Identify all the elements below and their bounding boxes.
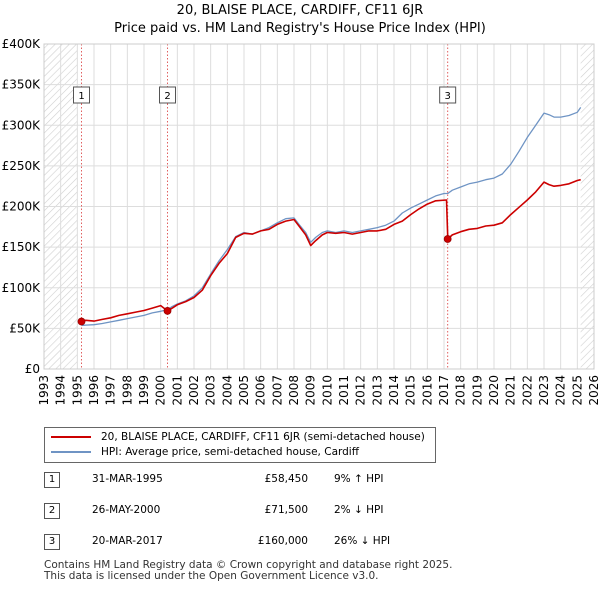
legend-label-property: 20, BLAISE PLACE, CARDIFF, CF11 6JR (sem… — [101, 431, 425, 443]
x-tick-label: 2017 — [437, 375, 451, 406]
x-tick-label: 2026 — [587, 375, 600, 406]
x-tick-label: 2005 — [237, 375, 251, 406]
sale-marker-box — [439, 86, 457, 104]
y-tick-label: £150K — [2, 240, 42, 254]
y-tick-label: £50K — [9, 321, 41, 335]
sale-marker-label: 3 — [444, 91, 450, 102]
x-tick-label: 2023 — [537, 375, 551, 406]
x-tick-label: 1996 — [87, 375, 101, 406]
y-tick-label: £350K — [2, 78, 42, 92]
hpi-line — [81, 107, 582, 327]
x-tick-label: 2001 — [170, 375, 184, 406]
x-tick-label: 1993 — [37, 375, 51, 406]
sale-date: 20-MAR-2017 — [92, 535, 163, 547]
sale-price: £71,500 — [264, 504, 308, 516]
plot-frame — [43, 43, 595, 370]
x-tick-label: 2011 — [337, 375, 351, 406]
x-tick-label: 1998 — [120, 375, 134, 406]
legend-swatch-red — [51, 436, 91, 438]
x-tick-label: 2014 — [387, 375, 401, 406]
x-tick-label: 2022 — [520, 375, 534, 406]
x-tick-label: 2002 — [187, 375, 201, 406]
x-tick-label: 2013 — [370, 375, 384, 406]
price-paid-line — [81, 178, 581, 323]
sale-number-badge: 3 — [44, 534, 60, 550]
sale-point — [443, 235, 452, 243]
x-tick-label: 2000 — [154, 375, 168, 406]
x-tick-label: 2020 — [487, 375, 501, 406]
sale-point — [77, 317, 86, 326]
y-tick-label: £0 — [25, 362, 40, 376]
legend-swatch-blue — [51, 451, 91, 453]
sale-price: £58,450 — [264, 473, 308, 485]
sale-marker-box — [159, 86, 176, 104]
x-tick-label: 1994 — [54, 375, 68, 406]
x-tick-label: 2008 — [287, 375, 301, 406]
x-tick-label: 1999 — [137, 375, 151, 406]
x-tick-label: 2024 — [554, 375, 568, 406]
x-tick-label: 2010 — [320, 375, 334, 406]
x-tick-label: 2018 — [454, 375, 468, 406]
y-tick-label: £200K — [2, 200, 42, 214]
sale-marker-label: 2 — [164, 91, 170, 102]
chart-legend: 20, BLAISE PLACE, CARDIFF, CF11 6JR (sem… — [44, 427, 436, 463]
sale-date: 31-MAR-1995 — [92, 473, 163, 485]
x-tick-label: 2009 — [304, 375, 318, 406]
x-tick-label: 2003 — [204, 375, 218, 406]
sale-date: 26-MAY-2000 — [92, 504, 161, 516]
sale-number-badge: 1 — [44, 472, 60, 488]
x-tick-label: 2006 — [254, 375, 268, 406]
x-tick-label: 2016 — [420, 375, 434, 406]
x-tick-label: 2007 — [270, 375, 284, 406]
sale-number-badge: 2 — [44, 503, 60, 519]
legend-item-property: 20, BLAISE PLACE, CARDIFF, CF11 6JR (sem… — [51, 430, 425, 444]
y-tick-label: £400K — [2, 37, 42, 51]
legend-label-hpi: HPI: Average price, semi-detached house,… — [101, 446, 359, 458]
sale-marker-box — [73, 86, 90, 104]
sale-hpi-diff: 26% ↓ HPI — [334, 535, 391, 547]
sale-point — [163, 307, 172, 315]
footer-licence: This data is licensed under the Open Gov… — [44, 570, 379, 582]
x-tick-label: 1995 — [70, 375, 84, 406]
x-tick-label: 2012 — [354, 375, 368, 406]
footer-copyright: Contains HM Land Registry data © Crown c… — [44, 559, 453, 571]
x-tick-label: 2021 — [504, 375, 518, 406]
chart-subtitle: Price paid vs. HM Land Registry's House … — [114, 21, 486, 36]
sale-hpi-diff: 9% ↑ HPI — [334, 473, 384, 485]
x-tick-label: 1997 — [104, 375, 118, 406]
y-tick-label: £100K — [2, 281, 42, 295]
x-tick-label: 2004 — [220, 375, 234, 406]
y-tick-label: £300K — [2, 118, 42, 132]
x-tick-label: 2019 — [470, 375, 484, 406]
chart-title-address: 20, BLAISE PLACE, CARDIFF, CF11 6JR — [176, 3, 424, 18]
price-chart: 1 2 3 £0 £50K £100K £150K £200K £250K £300K £350K… — [2, 37, 600, 406]
x-tick-label: 2015 — [404, 375, 418, 406]
sale-marker-label: 1 — [78, 91, 84, 102]
legend-item-hpi: HPI: Average price, semi-detached house,… — [51, 445, 359, 459]
y-tick-label: £250K — [2, 159, 42, 173]
sale-price: £160,000 — [257, 535, 308, 547]
sale-hpi-diff: 2% ↓ HPI — [334, 504, 384, 516]
footer-notice: Contains HM Land Registry data © Crown c… — [44, 560, 452, 582]
x-tick-label: 2025 — [570, 375, 584, 406]
